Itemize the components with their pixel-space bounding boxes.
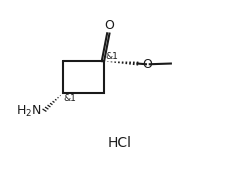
Text: HCl: HCl	[107, 136, 131, 150]
Text: O: O	[104, 19, 114, 32]
Text: &1: &1	[64, 94, 76, 103]
Text: &1: &1	[105, 52, 118, 61]
Text: H$_2$N: H$_2$N	[16, 104, 41, 119]
Text: O: O	[142, 58, 152, 71]
